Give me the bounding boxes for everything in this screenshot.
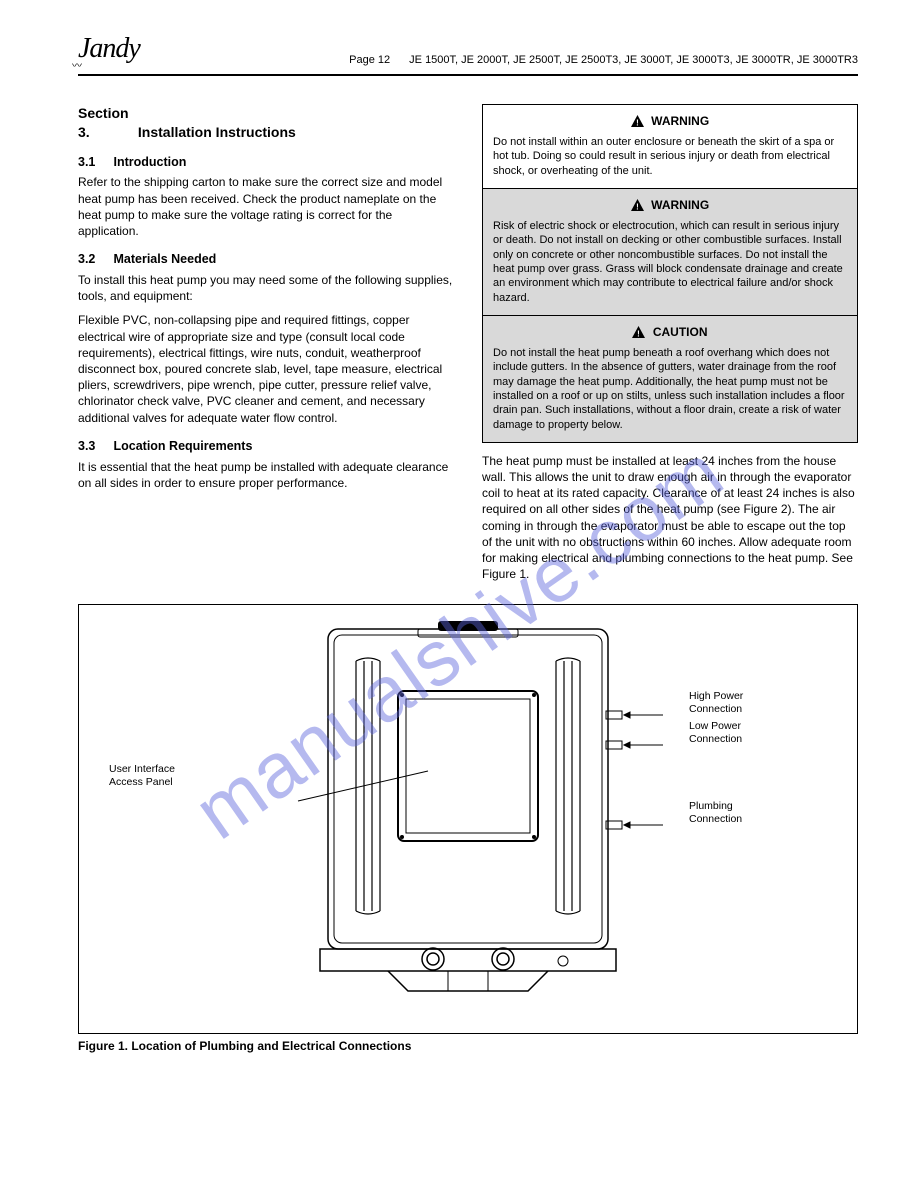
warning-box: ! WARNING Risk of electric shock or elec… [483, 188, 857, 315]
body-text: Flexible PVC, non-collapsing pipe and re… [78, 312, 454, 425]
body-text: It is essential that the heat pump be in… [78, 459, 454, 491]
section-title: Installation Instructions [138, 124, 296, 140]
warning-triangle-icon: ! [632, 326, 645, 342]
warning-heading: ! WARNING [493, 197, 847, 215]
warning-stack: ! WARNING Do not install within an outer… [482, 104, 858, 443]
subsection-title: Location Requirements [113, 439, 252, 453]
svg-text:!: ! [638, 329, 641, 338]
brand-logo: Jandy 〰 [78, 30, 140, 72]
svg-text:!: ! [636, 118, 639, 127]
callout-access-panel: User Interface Access Panel [109, 763, 199, 788]
body-text: To install this heat pump you may need s… [78, 272, 454, 304]
body-text: Refer to the shipping carton to make sur… [78, 174, 454, 239]
header-right: Page 12 JE 1500T, JE 2000T, JE 2500T, JE… [349, 53, 858, 72]
subsection-title: Materials Needed [113, 252, 216, 266]
logo-swish-icon: 〰 [72, 60, 81, 74]
subsection-number: 3.2 [78, 251, 110, 268]
warning-triangle-icon: ! [631, 115, 644, 131]
subsection-heading: 3.1 Introduction [78, 154, 454, 171]
callout-low-power: Low Power Connection [689, 720, 779, 745]
subsection-heading: 3.3 Location Requirements [78, 438, 454, 455]
figure-caption: Figure 1. Location of Plumbing and Elect… [78, 1038, 858, 1054]
warning-body: Risk of electric shock or electrocution,… [493, 219, 847, 305]
figure-frame: User Interface Access Panel High Power C… [78, 604, 858, 1034]
caution-box: ! CAUTION Do not install the heat pump b… [483, 315, 857, 442]
subsection-number: 3.3 [78, 438, 110, 455]
subsection-number: 3.1 [78, 154, 110, 171]
page-header: Jandy 〰 Page 12 JE 1500T, JE 2000T, JE 2… [78, 30, 858, 76]
warning-body: Do not install within an outer enclosure… [493, 135, 847, 178]
caution-body: Do not install the heat pump beneath a r… [493, 346, 847, 432]
subsection-heading: 3.2 Materials Needed [78, 251, 454, 268]
caution-label: CAUTION [653, 325, 708, 339]
svg-text:!: ! [636, 202, 639, 211]
warning-label: WARNING [651, 114, 709, 128]
page-number: Page 12 [349, 54, 390, 66]
caution-heading: ! CAUTION [493, 324, 847, 342]
warning-box: ! WARNING Do not install within an outer… [483, 105, 857, 188]
logo-text: Jandy [78, 33, 140, 64]
right-column: ! WARNING Do not install within an outer… [482, 104, 858, 591]
warning-heading: ! WARNING [493, 113, 847, 131]
callout-plumbing: Plumbing Connection [689, 800, 779, 825]
warning-triangle-icon: ! [631, 199, 644, 215]
heat-pump-diagram [268, 621, 668, 1001]
model-list: JE 1500T, JE 2000T, JE 2500T, JE 2500T3,… [409, 54, 858, 66]
section-heading: Section 3. Installation Instructions [78, 104, 454, 142]
callout-high-power: High Power Connection [689, 690, 779, 715]
body-text: The heat pump must be installed at least… [482, 453, 858, 583]
subsection-title: Introduction [113, 155, 186, 169]
warning-label: WARNING [651, 198, 709, 212]
section-number: Section 3. [78, 104, 134, 142]
left-column: Section 3. Installation Instructions 3.1… [78, 104, 454, 591]
